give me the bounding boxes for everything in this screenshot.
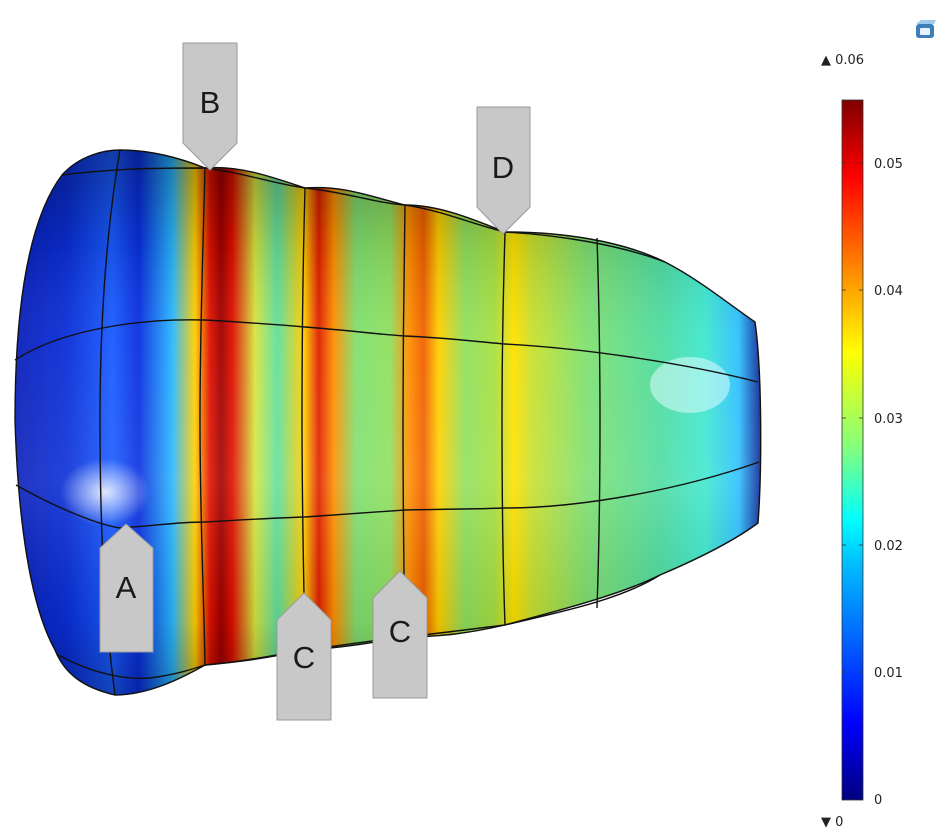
marker-label: C: [293, 640, 315, 675]
colorbar-tick-label: 0.03: [874, 412, 903, 427]
colorbar-tick-label: 0.02: [874, 539, 903, 554]
color-legend: ▲ 0.06 0.05 0.04 0.03 0.02 0.01 0 ▼ 0: [821, 53, 903, 830]
colorbar-tick-label: 0.04: [874, 284, 903, 299]
colorbar-tick-label: 0.01: [874, 666, 903, 681]
marker-label: B: [200, 85, 221, 120]
mesh-lines: [14, 149, 760, 696]
marker-d: D: [476, 106, 531, 235]
marker-b: B: [182, 42, 238, 171]
view-cube-icon[interactable]: [916, 20, 936, 38]
colorbar-tick-label: 0.05: [874, 157, 903, 172]
marker-label: D: [492, 150, 514, 185]
marker-label: A: [116, 570, 137, 605]
colorbar-tick-label: 0: [874, 793, 882, 808]
marker-c-right: C: [372, 570, 428, 699]
marker-a: A: [99, 523, 154, 653]
colorbar-max-label: ▲ 0.06: [821, 53, 864, 68]
marker-label: C: [389, 614, 411, 649]
marker-c-left: C: [276, 592, 332, 721]
colorbar-ticks: [842, 162, 863, 673]
colorbar-min-label: ▼ 0: [821, 815, 843, 830]
colorbar: [841, 99, 864, 801]
